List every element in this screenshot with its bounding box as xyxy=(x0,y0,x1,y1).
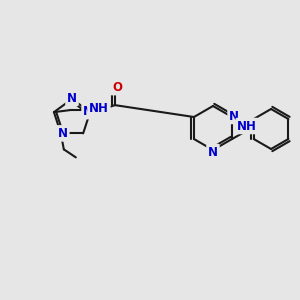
Text: NH: NH xyxy=(89,102,109,115)
Text: N: N xyxy=(208,146,218,158)
Text: O: O xyxy=(112,81,122,94)
Text: NH: NH xyxy=(237,119,257,133)
Text: N: N xyxy=(67,92,77,104)
Text: N: N xyxy=(83,105,93,118)
Text: N: N xyxy=(229,110,239,122)
Text: N: N xyxy=(58,127,68,140)
